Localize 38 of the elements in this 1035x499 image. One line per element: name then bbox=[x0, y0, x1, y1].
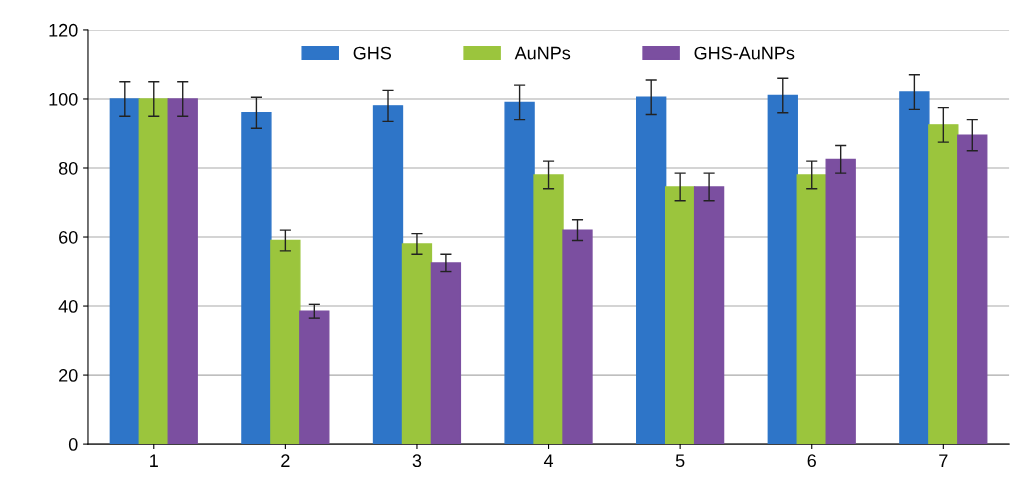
x-tick-label: 5 bbox=[675, 454, 685, 468]
y-tick-label: 20 bbox=[59, 369, 78, 382]
x-tick-label: 3 bbox=[412, 454, 422, 468]
bar bbox=[899, 91, 930, 445]
bar bbox=[636, 96, 667, 445]
bar bbox=[664, 186, 696, 445]
y-tick-label: 120 bbox=[49, 23, 78, 37]
legend-label: GHS-AuNPs bbox=[694, 46, 795, 60]
bar bbox=[562, 229, 593, 445]
legend-label: GHS bbox=[353, 46, 392, 60]
bar bbox=[299, 310, 330, 445]
bar bbox=[767, 94, 798, 445]
bar bbox=[109, 98, 140, 445]
x-tick-label: 4 bbox=[543, 454, 554, 467]
y-tick-label: 60 bbox=[59, 230, 78, 244]
x-tick-label: 6 bbox=[807, 454, 816, 468]
bar bbox=[693, 186, 725, 445]
x-tick-label: 7 bbox=[939, 454, 948, 467]
y-tick-label: 40 bbox=[58, 299, 78, 313]
bar bbox=[796, 174, 827, 445]
x-tick-label: 1 bbox=[150, 454, 158, 467]
bar bbox=[430, 262, 462, 445]
bar bbox=[928, 124, 959, 445]
bar bbox=[825, 158, 856, 445]
bar bbox=[957, 134, 988, 445]
y-tick-label: 80 bbox=[58, 161, 78, 175]
bar bbox=[533, 174, 564, 445]
x-tick-label: 2 bbox=[281, 454, 290, 467]
bar bbox=[241, 112, 272, 445]
bar bbox=[401, 243, 433, 445]
y-tick-label: 0 bbox=[68, 438, 78, 451]
bar bbox=[167, 98, 198, 445]
bar bbox=[504, 101, 535, 445]
bar bbox=[270, 239, 301, 445]
y-tick-label: 100 bbox=[49, 92, 78, 106]
bar bbox=[372, 105, 404, 445]
legend-label: AuNPs bbox=[514, 46, 571, 60]
bar bbox=[138, 98, 169, 445]
